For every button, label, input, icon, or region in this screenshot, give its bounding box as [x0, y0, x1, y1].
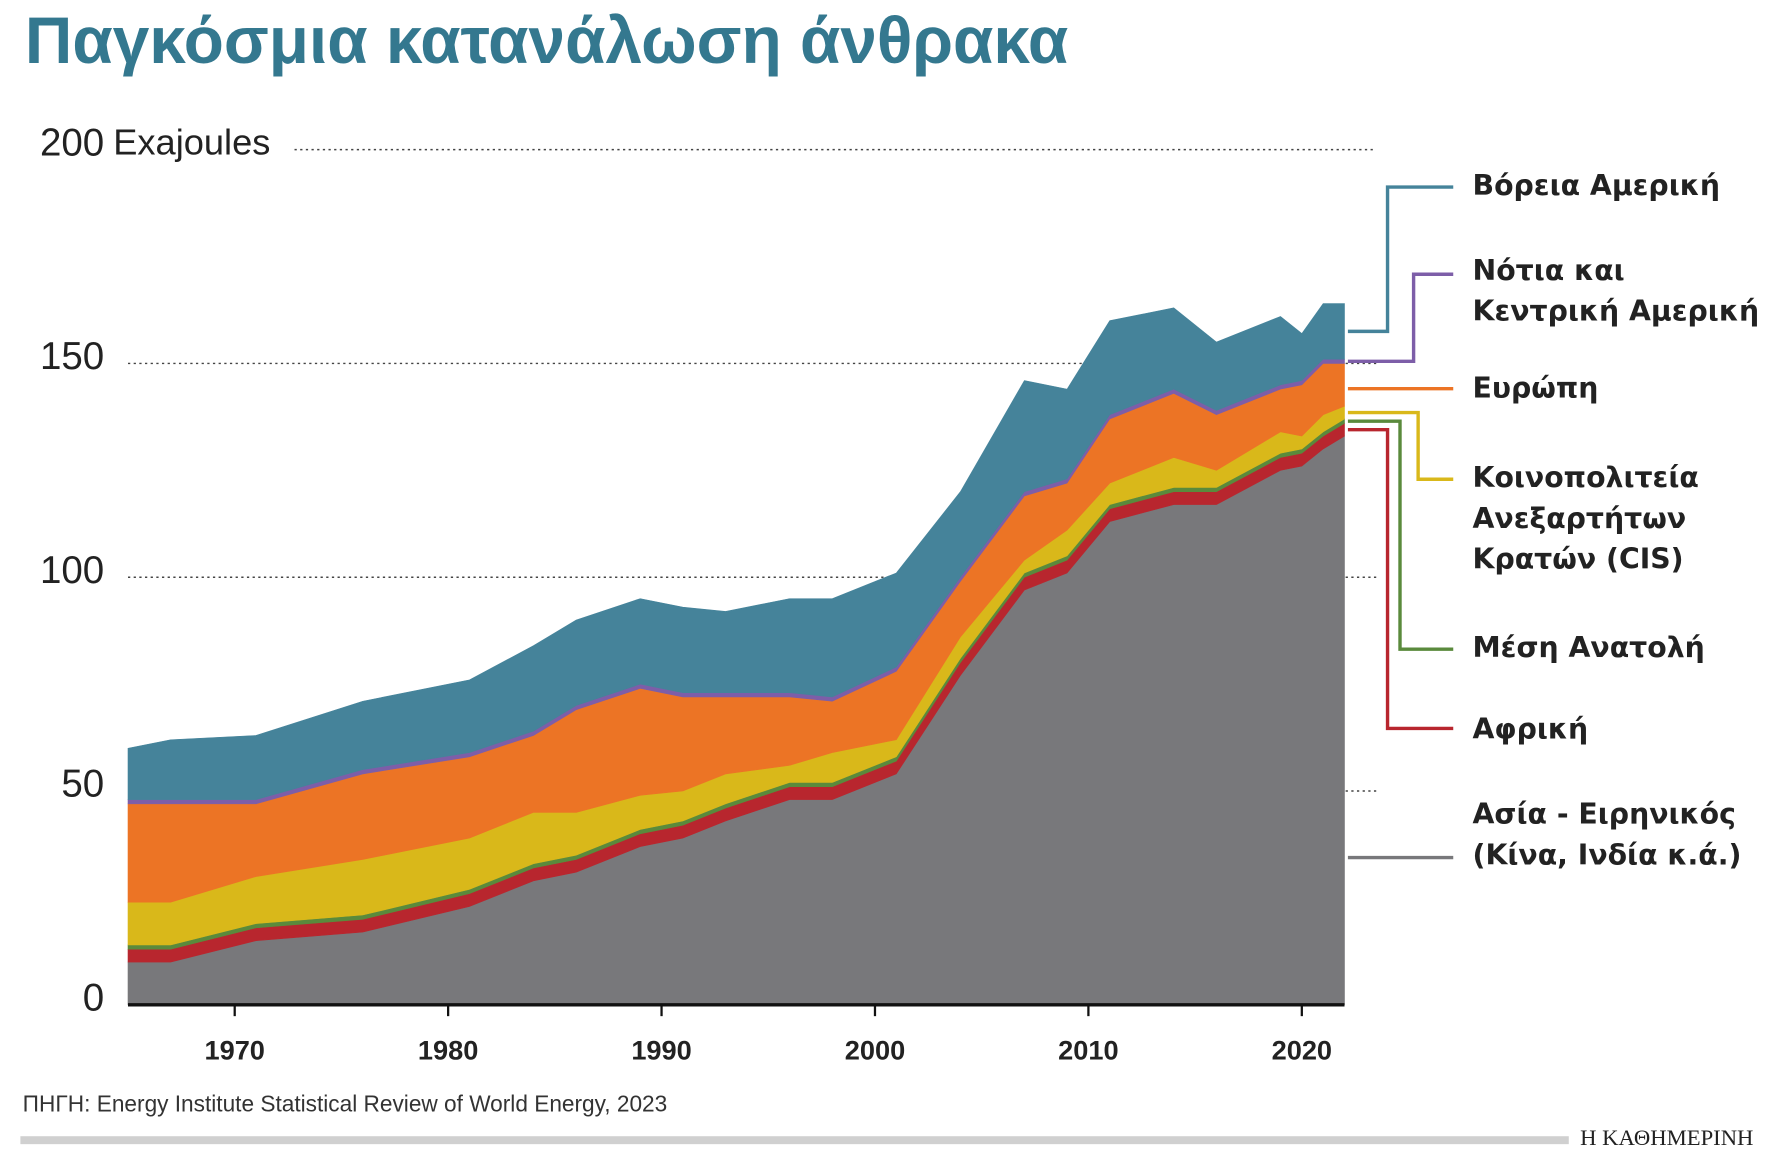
x-tick-label: 2000: [845, 1035, 905, 1066]
legend-label: Νότια και Κεντρική Αμερική: [1472, 253, 1760, 328]
legend-item: Κοινοπολιτεία Ανεξαρτήτων Κρατών (CIS): [1472, 461, 1699, 576]
y-tick-label: 150: [40, 335, 104, 378]
x-tick-label: 2020: [1272, 1035, 1332, 1066]
chart-title: Παγκόσμια κατανάλωση άνθρακα: [25, 4, 1068, 77]
y-tick-label: 100: [40, 549, 104, 592]
y-axis-unit: Exajoules: [113, 122, 270, 163]
legend-item: Ευρώπη: [1472, 371, 1599, 405]
legend-label: Μέση Ανατολή: [1472, 631, 1705, 664]
y-tick-label: 200: [40, 121, 104, 164]
x-tick-label: 2010: [1058, 1035, 1118, 1066]
footer-bar: [20, 1136, 1569, 1145]
legend-label: Κοινοπολιτεία Ανεξαρτήτων Κρατών (CIS): [1472, 461, 1699, 576]
legend-item: Νότια και Κεντρική Αμερική: [1472, 253, 1760, 328]
x-tick-label: 1980: [418, 1035, 478, 1066]
legend-label: Βόρεια Αμερική: [1472, 168, 1721, 202]
legend-connector: [1347, 272, 1454, 364]
legend-connector: [1347, 428, 1454, 731]
legend-label: Ευρώπη: [1472, 371, 1599, 405]
legend-item: Ασία - Ειρηνικός (Κίνα, Ινδία κ.ά.): [1472, 797, 1742, 872]
y-tick-label: 50: [61, 763, 104, 806]
legend-connector: [1347, 419, 1454, 651]
legend-connector: [1347, 185, 1454, 334]
legend-item: Μέση Ανατολή: [1472, 631, 1705, 664]
area: [127, 303, 1345, 800]
legend-connector: [1347, 410, 1454, 481]
publisher: Η ΚΑΘΗΜΕΡΙΝΗ: [1580, 1125, 1753, 1150]
legend-label: Ασία - Ειρηνικός (Κίνα, Ινδία κ.ά.): [1472, 797, 1742, 872]
legend-item: Βόρεια Αμερική: [1472, 168, 1721, 202]
legend-label: Αφρική: [1472, 712, 1589, 746]
x-tick-label: 1990: [631, 1035, 691, 1066]
y-tick-label: 0: [83, 976, 104, 1019]
legend-item: Αφρική: [1472, 712, 1589, 746]
source: ΠΗΓΗ: Energy Institute Statistical Revie…: [23, 1091, 668, 1117]
x-tick-label: 1970: [204, 1035, 264, 1066]
